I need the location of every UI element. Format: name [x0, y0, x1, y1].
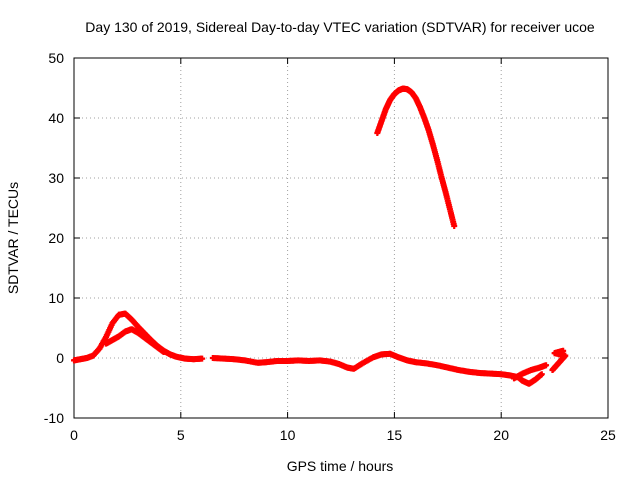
y-tick-label: -10 [44, 410, 64, 426]
data-point [543, 362, 550, 369]
y-tick-label: 50 [48, 50, 64, 66]
x-tick-label: 0 [70, 427, 78, 443]
series-end-fragment [549, 347, 569, 373]
x-tick-label: 25 [600, 427, 616, 443]
data-points [71, 85, 569, 387]
x-tick-label: 20 [493, 427, 509, 443]
y-tick-label: 20 [48, 230, 64, 246]
data-point [538, 371, 545, 378]
axis-ticks: 0 5 10 15 20 25 -10 0 10 20 30 40 50 [44, 50, 616, 443]
x-tick-label: 10 [280, 427, 296, 443]
data-point [160, 349, 167, 355]
data-point [199, 355, 206, 362]
y-axis-label: SDTVAR / TECUs [5, 182, 21, 294]
x-axis-label: GPS time / hours [287, 458, 394, 474]
series-late-track [511, 362, 550, 382]
series-main-track-b [103, 326, 167, 355]
y-tick-label: 40 [48, 110, 64, 126]
x-tick-label: 15 [387, 427, 403, 443]
series-high-arc [374, 85, 458, 229]
y-tick-label: 30 [48, 170, 64, 186]
data-point [451, 223, 458, 229]
y-tick-label: 10 [48, 290, 64, 306]
x-tick-label: 5 [177, 427, 185, 443]
grid [74, 58, 608, 418]
series-main-track-c [209, 350, 545, 387]
data-point [560, 347, 567, 354]
y-tick-label: 0 [56, 350, 64, 366]
chart-title: Day 130 of 2019, Sidereal Day-to-day VTE… [85, 19, 595, 35]
